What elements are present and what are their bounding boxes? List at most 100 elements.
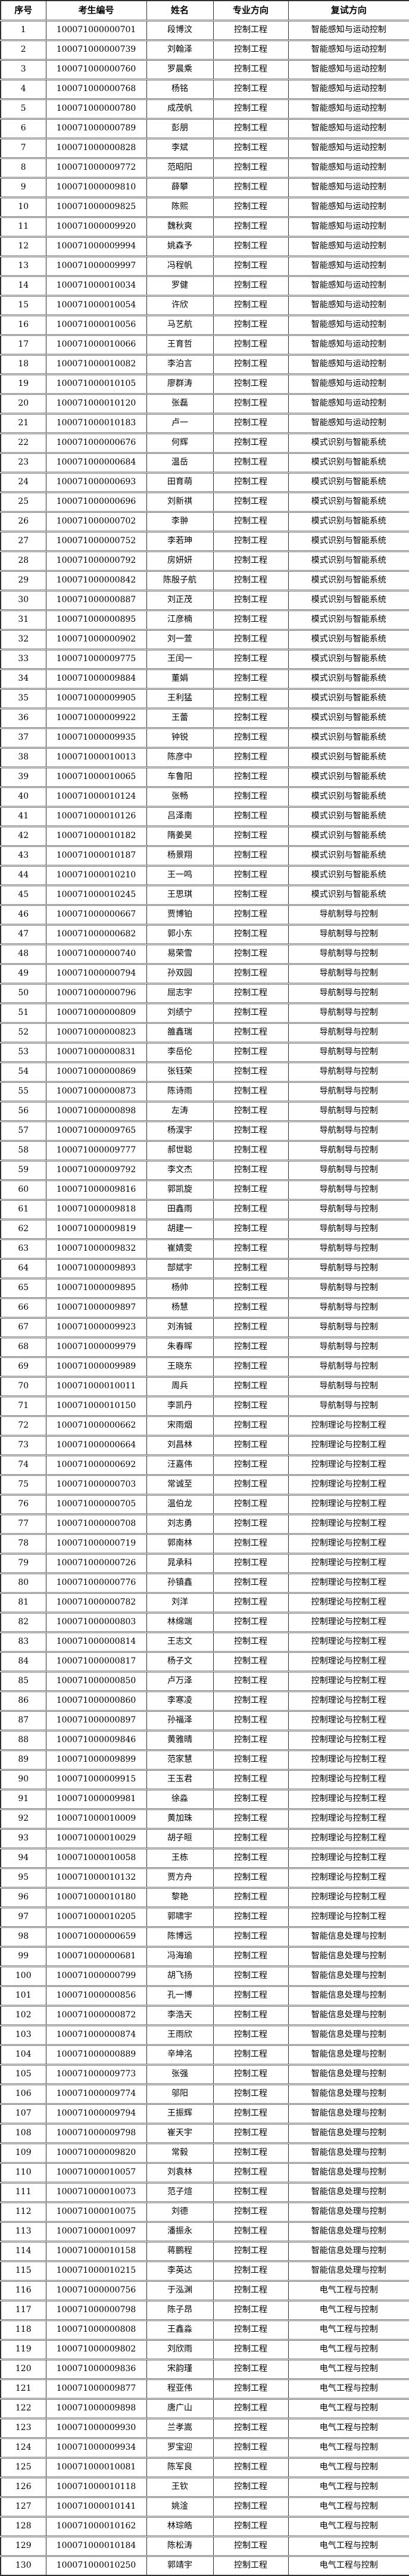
name-cell: 杨淏宇 xyxy=(146,1120,214,1141)
seq-cell: 59 xyxy=(0,1159,46,1180)
table-row: 83 100071000000814 王志文 控制工程 控制理论与控制工程 xyxy=(0,1631,409,1652)
seq-cell: 3 xyxy=(0,58,46,79)
table-row: 102 100071000000872 李浩天 控制工程 智能信息处理与控制 xyxy=(0,2004,409,2025)
table-row: 31 100071000000895 江彦楠 控制工程 模式识别与智能系统 xyxy=(0,609,409,630)
name-cell: 冯海瑜 xyxy=(146,1945,214,1966)
candidate-id-cell: 100071000010245 xyxy=(45,884,147,905)
direction-cell: 智能感知与运动控制 xyxy=(288,78,409,99)
seq-cell: 84 xyxy=(0,1650,46,1671)
direction-cell: 电气工程与控制 xyxy=(288,2476,409,2497)
name-cell: 贾博铂 xyxy=(146,904,214,924)
candidate-id-cell: 100071000000803 xyxy=(45,1611,147,1632)
name-cell: 左涛 xyxy=(146,1100,214,1121)
major-cell: 控制工程 xyxy=(213,2044,289,2064)
direction-cell: 电气工程与控制 xyxy=(288,2535,409,2556)
seq-cell: 53 xyxy=(0,1041,46,1062)
table-row: 35 100071000009905 王利猛 控制工程 模式识别与智能系统 xyxy=(0,687,409,708)
seq-cell: 128 xyxy=(0,2515,46,2536)
seq-cell: 58 xyxy=(0,1139,46,1160)
name-cell: 黄加珠 xyxy=(146,1808,214,1829)
direction-cell: 控制理论与控制工程 xyxy=(288,1768,409,1789)
candidate-id-cell: 100071000000809 xyxy=(45,1002,147,1023)
seq-cell: 1 xyxy=(0,19,46,40)
candidate-id-cell: 100071000000895 xyxy=(45,609,147,630)
direction-cell: 导航制导与控制 xyxy=(288,904,409,924)
table-row: 69 100071000009989 王晓东 控制工程 导航制导与控制 xyxy=(0,1356,409,1376)
candidate-id-cell: 100071000000719 xyxy=(45,1532,147,1553)
candidate-id-cell: 100071000009777 xyxy=(45,1139,147,1160)
table-row: 23 100071000000684 温岳 控制工程 模式识别与智能系统 xyxy=(0,451,409,472)
name-cell: 崔天宇 xyxy=(146,2122,214,2143)
name-cell: 卢一 xyxy=(146,412,214,433)
name-cell: 范昭阳 xyxy=(146,157,214,177)
major-cell: 控制工程 xyxy=(213,1297,289,1317)
major-cell: 控制工程 xyxy=(213,78,289,99)
major-cell: 控制工程 xyxy=(213,2161,289,2182)
candidate-id-cell: 100071000009819 xyxy=(45,1218,147,1239)
major-cell: 控制工程 xyxy=(213,2358,289,2379)
seq-cell: 21 xyxy=(0,412,46,433)
direction-cell: 模式识别与智能系统 xyxy=(288,530,409,551)
name-cell: 王振辉 xyxy=(146,2102,214,2123)
major-cell: 控制工程 xyxy=(213,2299,289,2320)
table-row: 61 100071000009818 田鑫雨 控制工程 导航制导与控制 xyxy=(0,1198,409,1219)
seq-cell: 41 xyxy=(0,805,46,826)
seq-cell: 101 xyxy=(0,1985,46,2005)
table-row: 33 100071000009775 王闰一 控制工程 模式识别与智能系统 xyxy=(0,648,409,669)
major-cell: 控制工程 xyxy=(213,628,289,649)
name-cell: 彭朋 xyxy=(146,117,214,138)
name-cell: 常诚至 xyxy=(146,1474,214,1494)
direction-cell: 导航制导与控制 xyxy=(288,1395,409,1416)
direction-cell: 智能信息处理与控制 xyxy=(288,1965,409,1986)
seq-cell: 102 xyxy=(0,2004,46,2025)
name-cell: 程亚伟 xyxy=(146,2378,214,2399)
candidate-id-cell: 100071000000817 xyxy=(45,1650,147,1671)
table-row: 1 100071000000701 段博汶 控制工程 智能感知与运动控制 xyxy=(0,19,409,40)
major-cell: 控制工程 xyxy=(213,648,289,669)
major-cell: 控制工程 xyxy=(213,1316,289,1337)
candidate-id-cell: 100071000000692 xyxy=(45,1454,147,1475)
name-cell: 冯程帆 xyxy=(146,255,214,276)
major-cell: 控制工程 xyxy=(213,884,289,905)
name-cell: 刘新祺 xyxy=(146,491,214,512)
name-cell: 刘昌林 xyxy=(146,1434,214,1455)
seq-cell: 37 xyxy=(0,727,46,747)
candidate-id-cell: 100071000009816 xyxy=(45,1179,147,1200)
seq-cell: 40 xyxy=(0,786,46,806)
candidate-id-cell: 100071000010073 xyxy=(45,2181,147,2202)
table-row: 94 100071000010058 王栋 控制工程 控制理论与控制工程 xyxy=(0,1847,409,1868)
name-cell: 潘振永 xyxy=(146,2220,214,2241)
table-row: 70 100071000010011 周兵 控制工程 导航制导与控制 xyxy=(0,1375,409,1396)
table-row: 14 100071000010034 罗健 控制工程 智能感知与运动控制 xyxy=(0,275,409,295)
candidate-id-cell: 100071000009794 xyxy=(45,2102,147,2123)
name-cell: 陈彦中 xyxy=(146,746,214,767)
candidate-id-cell: 100071000010182 xyxy=(45,825,147,846)
name-cell: 孙福泽 xyxy=(146,1709,214,1730)
seq-cell: 44 xyxy=(0,864,46,885)
major-cell: 控制工程 xyxy=(213,1945,289,1966)
direction-cell: 控制理论与控制工程 xyxy=(288,1650,409,1671)
header-row: 序号 考生编号 姓名 专业方向 复试方向 xyxy=(0,1,409,20)
name-cell: 李寒凌 xyxy=(146,1690,214,1711)
name-cell: 汪嘉伟 xyxy=(146,1454,214,1475)
table-row: 114 100071000010158 蒋鹏程 控制工程 智能信息处理与控制 xyxy=(0,2240,409,2261)
seq-cell: 33 xyxy=(0,648,46,669)
seq-cell: 26 xyxy=(0,510,46,531)
candidate-id-cell: 100071000010120 xyxy=(45,393,147,413)
seq-cell: 29 xyxy=(0,569,46,590)
name-cell: 田鑫雨 xyxy=(146,1198,214,1219)
candidate-id-cell: 100071000009877 xyxy=(45,2378,147,2399)
major-cell: 控制工程 xyxy=(213,1454,289,1475)
major-cell: 控制工程 xyxy=(213,825,289,846)
major-cell: 控制工程 xyxy=(213,2437,289,2457)
name-cell: 薛攀 xyxy=(146,176,214,197)
seq-cell: 27 xyxy=(0,530,46,551)
major-cell: 控制工程 xyxy=(213,255,289,276)
table-body: 1 100071000000701 段博汶 控制工程 智能感知与运动控制 2 1… xyxy=(0,19,409,2575)
candidate-id-cell: 100071000000693 xyxy=(45,471,147,492)
header-major: 专业方向 xyxy=(213,1,289,20)
name-cell: 江彦楠 xyxy=(146,609,214,630)
seq-cell: 35 xyxy=(0,687,46,708)
name-cell: 刘绩宁 xyxy=(146,1002,214,1023)
seq-cell: 115 xyxy=(0,2260,46,2281)
